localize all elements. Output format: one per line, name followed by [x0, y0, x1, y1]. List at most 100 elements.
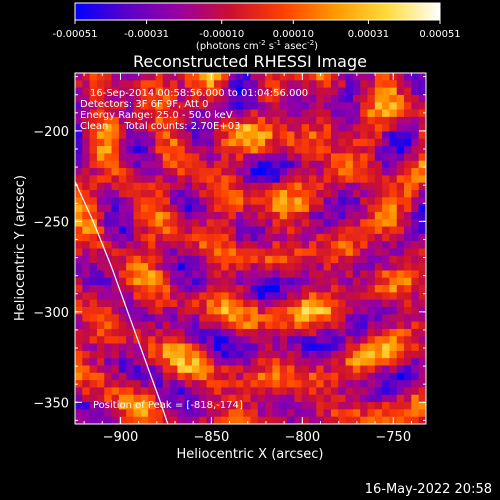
- heatmap-cell: [89, 416, 98, 424]
- heatmap-cell: [279, 168, 288, 176]
- heatmap-cell: [228, 336, 237, 345]
- heatmap-cell: [404, 270, 412, 279]
- heatmap-cell: [75, 336, 83, 345]
- heatmap-cell: [250, 365, 259, 374]
- heatmap-cell: [323, 102, 332, 111]
- heatmap-cell: [287, 116, 295, 125]
- heatmap-cell: [287, 343, 295, 352]
- heatmap-cell: [389, 190, 398, 198]
- heatmap-cell: [148, 416, 156, 424]
- heatmap-cell: [111, 336, 120, 345]
- heatmap-cell: [111, 87, 120, 96]
- heatmap-cell: [330, 299, 339, 308]
- heatmap-cell: [389, 204, 398, 213]
- heatmap-cell: [330, 241, 339, 249]
- heatmap-cell: [111, 211, 120, 220]
- heatmap-cell: [126, 358, 134, 366]
- heatmap-cell: [301, 285, 310, 293]
- heatmap-cell: [221, 160, 230, 169]
- heatmap-cell: [162, 109, 171, 118]
- heatmap-cell: [404, 175, 412, 184]
- heatmap-cell: [330, 350, 339, 359]
- heatmap-cell: [162, 285, 171, 293]
- heatmap-cell: [345, 80, 354, 89]
- heatmap-cell: [126, 182, 134, 191]
- heatmap-cell: [265, 380, 273, 388]
- heatmap-cell: [316, 233, 325, 242]
- heatmap-cell: [418, 131, 426, 140]
- heatmap-cell: [221, 402, 230, 410]
- heatmap-cell: [338, 350, 347, 359]
- heatmap-cell: [250, 80, 259, 89]
- heatmap-cell: [389, 299, 398, 308]
- heatmap-cell: [213, 182, 222, 191]
- heatmap-cell: [155, 109, 164, 118]
- heatmap-cell: [235, 109, 244, 118]
- heatmap-cell: [389, 94, 398, 103]
- heatmap-cell: [382, 409, 390, 418]
- heatmap-cell: [367, 263, 376, 271]
- heatmap-cell: [162, 321, 171, 330]
- heatmap-cell: [162, 372, 171, 381]
- heatmap-cell: [75, 204, 83, 213]
- heatmap-cell: [221, 190, 230, 198]
- heatmap-cell: [265, 409, 273, 418]
- heatmap-cell: [330, 394, 339, 403]
- heatmap-cell: [287, 336, 295, 345]
- heatmap-cell: [374, 116, 383, 125]
- heatmap-cell: [243, 153, 251, 162]
- heatmap-cell: [418, 365, 426, 374]
- heatmap-cell: [374, 241, 383, 249]
- heatmap-cell: [374, 365, 383, 374]
- heatmap-cell: [309, 116, 317, 125]
- heatmap-cell: [316, 285, 325, 293]
- heatmap-cell: [89, 160, 98, 169]
- heatmap-cell: [221, 233, 230, 242]
- heatmap-cell: [338, 380, 347, 388]
- heatmap-cell: [184, 153, 193, 162]
- heatmap-cell: [411, 153, 420, 162]
- heatmap-cell: [287, 204, 295, 213]
- heatmap-cell: [396, 87, 405, 96]
- heatmap-cell: [184, 102, 193, 111]
- heatmap-cell: [177, 358, 186, 366]
- heatmap-cell: [272, 416, 281, 424]
- heatmap-cell: [345, 292, 354, 301]
- heatmap-cell: [250, 343, 259, 352]
- heatmap-cell: [389, 255, 398, 264]
- heatmap-cell: [206, 138, 215, 147]
- heatmap-cell: [374, 102, 383, 111]
- heatmap-cell: [75, 358, 83, 366]
- heatmap-cell: [213, 314, 222, 323]
- heatmap-cell: [316, 402, 325, 410]
- heatmap-cell: [206, 328, 215, 337]
- heatmap-cell: [82, 394, 91, 403]
- heatmap-cell: [360, 285, 368, 293]
- heatmap-cell: [345, 299, 354, 308]
- heatmap-cell: [352, 190, 361, 198]
- heatmap-cell: [199, 343, 208, 352]
- heatmap-cell: [360, 175, 368, 184]
- heatmap-cell: [265, 343, 273, 352]
- heatmap-cell: [352, 211, 361, 220]
- heatmap-cell: [323, 190, 332, 198]
- heatmap-cell: [89, 94, 98, 103]
- heatmap-cell: [89, 380, 98, 388]
- heatmap-cell: [316, 94, 325, 103]
- heatmap-cell: [177, 160, 186, 169]
- heatmap-cell: [301, 307, 310, 315]
- heatmap-cell: [382, 307, 390, 315]
- heatmap-cell: [389, 226, 398, 235]
- heatmap-cell: [294, 292, 303, 301]
- heatmap-cell: [309, 387, 317, 396]
- heatmap-cell: [323, 109, 332, 118]
- heatmap-cell: [330, 387, 339, 396]
- heatmap-cell: [367, 190, 376, 198]
- heatmap-cell: [199, 190, 208, 198]
- heatmap-cell: [309, 394, 317, 403]
- heatmap-cell: [148, 153, 156, 162]
- heatmap-cell: [118, 336, 127, 345]
- heatmap-cell: [221, 248, 230, 257]
- heatmap-cell: [338, 168, 347, 176]
- heatmap-cell: [345, 160, 354, 169]
